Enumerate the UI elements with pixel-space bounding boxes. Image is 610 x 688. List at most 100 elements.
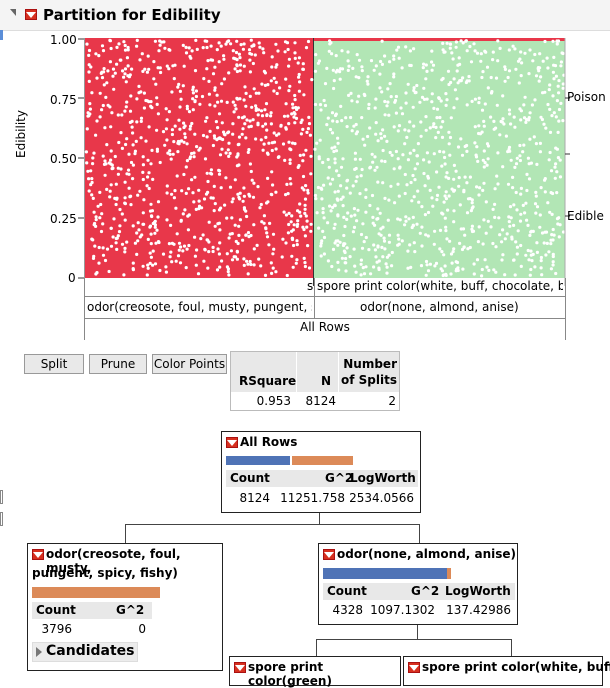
texture-gap [514, 190, 518, 195]
texture-gap [385, 255, 389, 259]
texture-gap [554, 74, 558, 78]
texture-gap [482, 124, 486, 128]
texture-gap [435, 193, 440, 197]
node-menu-icon[interactable] [408, 662, 420, 673]
texture-gap [247, 125, 251, 129]
texture-gap [406, 158, 410, 162]
texture-gap [344, 269, 348, 273]
texture-gap [547, 88, 551, 92]
texture-gap [302, 153, 306, 157]
texture-gap [493, 215, 497, 219]
texture-gap [221, 137, 225, 142]
texture-gap [167, 242, 171, 246]
texture-gap [334, 54, 338, 58]
texture-gap [135, 252, 139, 256]
leaf-divider [314, 278, 315, 318]
summary-col-divider [338, 352, 339, 392]
node-menu-icon[interactable] [323, 549, 335, 560]
texture-gap [424, 233, 428, 237]
texture-gap [439, 125, 443, 129]
texture-gap [171, 152, 175, 156]
texture-gap [465, 149, 469, 153]
texture-gap [398, 165, 402, 169]
texture-gap [509, 122, 513, 126]
texture-gap [494, 126, 498, 130]
candidates-disclosure[interactable]: Candidates [32, 642, 138, 662]
texture-gap [396, 129, 400, 133]
texture-gap [111, 74, 115, 78]
texture-gap [475, 145, 479, 149]
texture-gap [240, 116, 245, 120]
texture-gap [385, 139, 389, 143]
texture-gap [141, 69, 145, 73]
texture-gap [367, 248, 371, 252]
texture-gap [247, 148, 251, 152]
prune-button[interactable]: Prune [89, 354, 147, 374]
texture-gap [184, 266, 188, 270]
texture-gap [219, 186, 223, 190]
node-menu-icon[interactable] [32, 549, 44, 560]
right-header-count: Count [327, 584, 367, 598]
texture-gap [530, 103, 534, 107]
texture-gap [492, 268, 496, 272]
texture-gap [556, 156, 560, 160]
texture-gap [479, 59, 483, 63]
texture-gap [325, 123, 329, 127]
texture-gap [480, 267, 484, 272]
texture-gap [130, 125, 134, 129]
texture-gap [169, 223, 173, 227]
root-header-logworth: LogWorth [350, 471, 416, 485]
texture-gap [288, 84, 292, 88]
texture-gap [175, 232, 179, 236]
y-tick-label-025: 0.25 [50, 212, 77, 226]
texture-gap [473, 49, 477, 53]
node-menu-icon[interactable] [234, 662, 246, 673]
texture-gap [117, 140, 121, 145]
texture-gap [85, 42, 89, 46]
texture-gap [319, 241, 323, 245]
texture-gap [381, 181, 385, 185]
texture-gap [262, 221, 266, 225]
texture-gap [317, 155, 321, 159]
texture-gap [358, 192, 362, 196]
texture-gap [556, 84, 560, 88]
split-button[interactable]: Split [24, 354, 84, 374]
texture-gap [359, 174, 363, 178]
texture-gap [452, 177, 456, 181]
texture-gap [519, 192, 523, 196]
left-header-count: Count [36, 603, 76, 617]
texture-gap [231, 122, 235, 126]
split-label-right: odor(none, almond, anise) [360, 300, 519, 314]
tree-connector [319, 513, 320, 524]
texture-gap [353, 213, 357, 217]
texture-gap [501, 165, 505, 169]
split-label-left: odor(creosote, foul, musty, pungent, s [87, 300, 312, 314]
texture-gap [472, 272, 476, 276]
red-triangle-menu-icon[interactable] [25, 9, 37, 20]
texture-gap [269, 122, 273, 126]
disclosure-icon[interactable] [10, 9, 16, 16]
texture-gap [422, 97, 427, 101]
color-points-button[interactable]: Color Points [152, 354, 227, 374]
texture-gap [201, 46, 205, 50]
texture-gap [281, 142, 286, 146]
texture-gap [424, 128, 428, 132]
texture-gap [159, 70, 163, 75]
texture-gap [145, 273, 149, 277]
texture-gap [447, 142, 451, 146]
texture-gap [540, 273, 544, 277]
texture-gap [199, 237, 203, 241]
texture-gap [545, 241, 549, 245]
texture-gap [120, 113, 124, 117]
texture-gap [256, 123, 260, 127]
node-menu-icon[interactable] [226, 437, 238, 448]
texture-gap [435, 116, 439, 120]
texture-gap [336, 243, 340, 247]
texture-gap [295, 258, 299, 262]
texture-gap [404, 219, 408, 223]
texture-gap [156, 215, 160, 219]
texture-gap [122, 40, 126, 44]
texture-gap [153, 262, 158, 266]
tree-connector [511, 639, 512, 656]
texture-gap [512, 223, 516, 227]
